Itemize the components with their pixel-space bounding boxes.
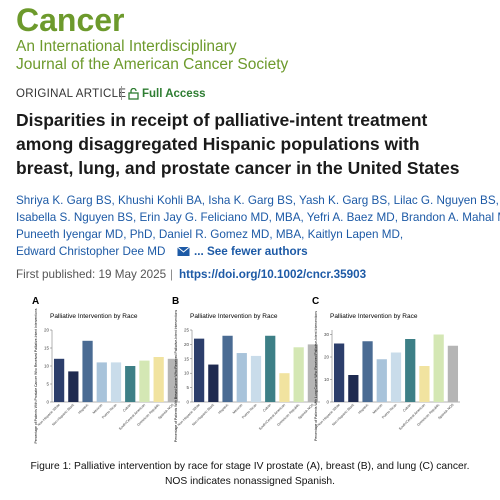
bar <box>236 353 247 402</box>
panel-label: C <box>312 296 319 307</box>
panel-label: B <box>172 296 179 307</box>
y-tick-label: 20 <box>184 342 190 347</box>
bar <box>333 343 345 402</box>
y-tick-label: 15 <box>44 346 50 351</box>
y-tick-label: 10 <box>324 377 330 382</box>
y-tick-label: 25 <box>184 328 190 333</box>
bar <box>307 344 319 402</box>
article-title: breast, lung, and prostate cancer in the… <box>16 158 460 178</box>
lock-icon <box>128 88 139 100</box>
x-tick-label: Spanish NOS <box>437 402 455 420</box>
bar <box>250 355 262 402</box>
email-icon[interactable] <box>177 246 191 257</box>
see-fewer-authors[interactable]: ... See fewer authors <box>194 245 308 258</box>
bar <box>265 335 276 402</box>
y-tick-label: 0 <box>186 400 189 405</box>
y-tick-label: 0 <box>46 400 49 405</box>
y-axis-label: Percentage of Patients With Prostate Can… <box>34 308 38 443</box>
bar <box>362 341 373 402</box>
bar <box>376 359 387 402</box>
x-tick-label: Mexican <box>92 403 104 415</box>
x-tick-label: Spanish NOS <box>157 402 175 420</box>
journal-subtitle: An International Interdisciplinary <box>16 38 237 55</box>
x-tick-label: Spanish NOS <box>297 402 315 420</box>
x-tick-label: Puerto Rican <box>241 403 258 420</box>
published-date: First published: 19 May 2025 <box>16 268 167 281</box>
chart-title: Palliative Intervention by Race <box>50 313 138 320</box>
x-tick-label: South/Central American <box>118 403 146 431</box>
y-tick-label: 10 <box>44 364 50 369</box>
x-tick-label: Hispanic <box>217 403 229 415</box>
x-tick-label: Puerto Rican <box>381 403 398 420</box>
chart-title: Palliative Intervention by Race <box>330 313 418 320</box>
bar <box>390 352 402 402</box>
y-tick-label: 0 <box>326 400 329 405</box>
bar <box>153 357 164 402</box>
y-tick-label: 5 <box>46 382 49 387</box>
y-tick-label: 20 <box>44 328 50 333</box>
y-tick-label: 20 <box>324 355 330 360</box>
author-line[interactable]: Shriya K. Garg BS, Khushi Kohli BA, Isha… <box>16 194 499 207</box>
y-tick-label: 15 <box>184 356 190 361</box>
bar <box>68 371 79 402</box>
bar <box>82 340 93 402</box>
y-axis-label: Percentage of Patients With Lung Cancer … <box>314 311 318 441</box>
x-tick-label: South/Central American <box>398 403 426 431</box>
bar <box>405 339 416 402</box>
bar <box>139 360 150 402</box>
x-tick-label: Hispanic <box>77 403 89 415</box>
figure: A Palliative Intervention by Race Percenta… <box>32 296 460 443</box>
separator <box>121 86 122 100</box>
bar <box>208 364 219 402</box>
doi-link[interactable]: https://doi.org/10.1002/cncr.35903 <box>179 268 367 281</box>
journal-name[interactable]: Cancer <box>16 2 125 38</box>
article-title: among disaggregated Hispanic populations… <box>16 134 420 154</box>
separator: | <box>170 268 174 281</box>
x-tick-label: South/Central American <box>258 403 286 431</box>
author-line[interactable]: Puneeth Iyengar MD, PhD, Daniel R. Gomez… <box>16 228 404 241</box>
x-tick-label: Puerto Rican <box>101 403 118 420</box>
x-tick-label: Mexican <box>232 403 244 415</box>
bar <box>110 362 122 402</box>
article-title: Disparities in receipt of palliative-int… <box>16 110 428 130</box>
bar <box>419 366 430 402</box>
bar <box>348 375 359 402</box>
bar <box>53 358 65 402</box>
bar <box>293 347 304 402</box>
access-label: Full Access <box>142 88 206 100</box>
bar <box>433 334 444 402</box>
y-tick-label: 10 <box>184 371 190 376</box>
x-tick-label: Cuban <box>262 403 272 413</box>
y-axis-label: Percentage of Patients With Breast Cance… <box>174 310 178 442</box>
figure-caption: NOS indicates nonassigned Spanish. <box>164 476 335 487</box>
journal-subtitle: Journal of the American Cancer Society <box>16 56 289 73</box>
y-tick-label: 30 <box>324 332 330 337</box>
panel-label: A <box>32 296 39 307</box>
x-tick-label: Cuban <box>122 403 132 413</box>
author-line[interactable]: Edward Christopher Dee MD <box>16 245 166 258</box>
bar <box>222 335 233 402</box>
y-tick-label: 5 <box>186 385 189 390</box>
x-tick-label: Hispanic <box>357 403 369 415</box>
bar <box>447 345 459 402</box>
x-tick-label: Mexican <box>372 403 384 415</box>
x-tick-label: Cuban <box>402 403 412 413</box>
chart-title: Palliative Intervention by Race <box>190 313 278 320</box>
bar <box>125 366 136 402</box>
article-type: ORIGINAL ARTICLE <box>16 88 127 100</box>
author-line[interactable]: Isabella S. Nguyen BS, Erin Jay G. Felic… <box>16 211 500 224</box>
bar <box>167 358 179 402</box>
bar <box>96 362 107 402</box>
figure-caption: Figure 1: Palliative intervention by rac… <box>30 461 470 472</box>
bar <box>279 373 290 402</box>
bar <box>193 338 205 402</box>
